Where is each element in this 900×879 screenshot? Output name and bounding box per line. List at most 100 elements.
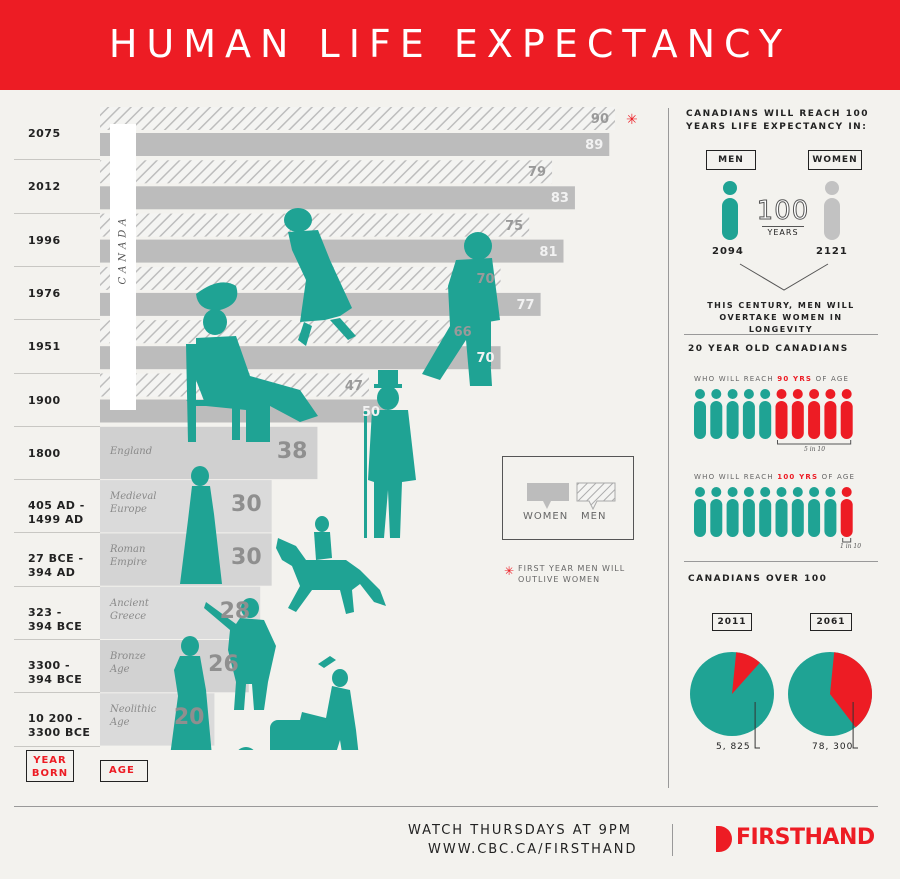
center-years-label: YEARS — [767, 228, 799, 237]
history-value: 20 — [173, 705, 205, 731]
row2-caption: WHO WILL REACH 100 YRS OF AGE — [694, 473, 856, 481]
era-label: Bronze Age — [110, 651, 146, 675]
person-icon — [808, 499, 821, 537]
row1-caption: WHO WILL REACH 90 YRS OF AGE — [694, 375, 850, 383]
person-icon — [742, 401, 755, 439]
person-icon — [775, 401, 788, 439]
seated-woman-silhouette — [186, 282, 318, 442]
men-bar — [100, 107, 615, 130]
greek-woman-silhouette — [170, 636, 212, 750]
footer-url[interactable]: WWW.CBC.CA/FIRSTHAND — [428, 842, 638, 857]
over100-pies — [690, 652, 872, 749]
person-icon — [759, 401, 772, 439]
men-bar — [100, 266, 501, 290]
top-hat-man-silhouette — [364, 370, 416, 538]
person-icon — [710, 499, 723, 537]
men-year: 2094 — [712, 246, 744, 257]
people-row-100 — [694, 487, 853, 543]
person-head — [825, 487, 836, 497]
pie-2011-leader-line — [754, 702, 760, 749]
year-label: 405 AD -1499 AD — [28, 499, 85, 527]
old-man-silhouette — [422, 232, 500, 386]
women-value: 83 — [550, 191, 569, 207]
person-head — [760, 487, 771, 497]
person-icon — [775, 499, 788, 537]
person-icon — [840, 499, 853, 537]
men-value: 70 — [476, 271, 495, 287]
historical-silhouettes — [170, 208, 500, 750]
pie1-value: 5, 825 — [716, 742, 751, 752]
reach100-caption: THIS CENTURY, MEN WILL OVERTAKE WOMEN IN… — [707, 301, 855, 334]
canada-band: CANADA — [110, 124, 136, 410]
life-expectancy-chart — [100, 107, 615, 750]
person-head — [825, 389, 836, 399]
year-label: 2075 — [28, 127, 61, 140]
year-label: 10 200 -3300 BCE — [28, 712, 91, 740]
men-bar — [100, 320, 478, 344]
era-label: Ancient Greece — [110, 597, 149, 622]
history-bar — [100, 640, 249, 693]
person-head — [809, 389, 820, 399]
history-bar — [100, 480, 272, 533]
year-label: 1976 — [28, 286, 61, 300]
header-banner: HUMAN LIFE EXPECTANCY — [0, 0, 900, 90]
era-label: Medieval Europe — [110, 491, 157, 516]
women-bar — [100, 186, 575, 210]
women-year: 2121 — [816, 246, 848, 257]
pie2-year: 2061 — [810, 613, 852, 631]
person-icon — [759, 499, 772, 537]
legend-women-label: WOMEN — [523, 511, 569, 522]
person-head — [727, 487, 738, 497]
history-value: 38 — [276, 438, 308, 464]
person-head — [776, 389, 787, 399]
men-bar — [100, 213, 530, 237]
person-head — [792, 389, 803, 399]
person-head — [743, 487, 754, 497]
pie-2061-red-slice — [830, 652, 872, 728]
year-label: 1800 — [28, 446, 61, 460]
footer-watch: WATCH THURSDAYS AT 9PM — [408, 823, 632, 838]
old-woman-silhouette — [284, 208, 356, 346]
twenty-title: 20 YEAR OLD CANADIANS — [688, 344, 849, 354]
era-label: Neolithic Age — [110, 704, 157, 729]
person-head — [711, 487, 722, 497]
person-head — [727, 389, 738, 399]
roman-figure-silhouette — [204, 598, 276, 710]
person-head — [792, 487, 803, 497]
year-label: 2012 — [28, 180, 61, 194]
group-bracket — [777, 440, 852, 445]
men-value: 90 — [590, 112, 609, 127]
page-title: HUMAN LIFE EXPECTANCY — [108, 22, 792, 66]
person-icon — [726, 499, 739, 537]
person-head — [695, 389, 705, 399]
men-value: 66 — [453, 325, 472, 341]
canada-label: CANADA — [117, 214, 129, 285]
women-legend-swatch — [527, 483, 569, 509]
person-head — [711, 389, 722, 399]
row2-note: 1 in 10 — [840, 543, 862, 550]
men-value: 75 — [505, 218, 524, 234]
women-bar — [100, 133, 610, 156]
women-tag: WOMEN — [808, 150, 862, 170]
men-bar — [100, 160, 553, 184]
era-label: Roman Empire — [110, 544, 148, 569]
women-value: 89 — [585, 138, 604, 153]
men-legend-swatch — [576, 482, 616, 511]
person-icon — [694, 401, 706, 439]
people-row-90 — [694, 389, 853, 445]
person-icon — [808, 401, 821, 439]
person-icon — [791, 499, 804, 537]
blacksmith-silhouette — [270, 656, 359, 750]
history-value: 26 — [208, 652, 239, 677]
sidebar-divider — [668, 108, 669, 788]
person-head — [776, 487, 787, 497]
crouching-figure-silhouette — [238, 747, 254, 750]
brand-logo-icon — [716, 826, 732, 852]
women-value: 70 — [476, 351, 495, 367]
pie1-year: 2011 — [712, 613, 752, 631]
pie2-value: 78, 300 — [812, 742, 854, 752]
chart-legend: WOMEN MEN — [502, 456, 634, 540]
women-value: 50 — [362, 404, 381, 420]
person-icons — [722, 181, 840, 240]
men-value: 79 — [527, 165, 547, 181]
